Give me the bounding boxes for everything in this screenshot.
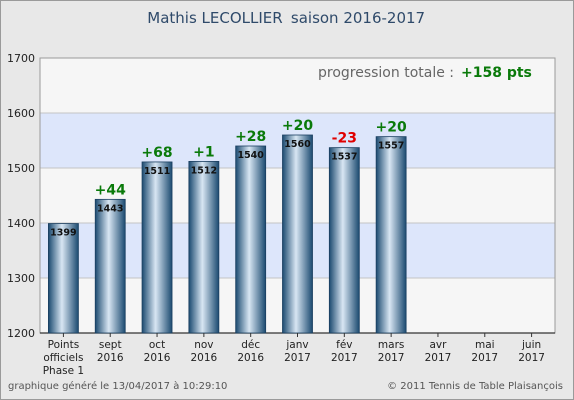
x-tick-label: Phase 1 xyxy=(43,365,84,377)
bar xyxy=(328,147,360,334)
x-tick-label: 2017 xyxy=(471,352,498,364)
chart-title: Mathis LECOLLIER xyxy=(147,9,282,27)
x-tick-label: juin xyxy=(521,339,541,351)
y-axis: 1200 1300 1400 1500 1600 1700 xyxy=(7,52,35,340)
footer-copyright: © 2011 Tennis de Table Plaisançois xyxy=(387,381,563,392)
x-tick-label: 2016 xyxy=(144,352,171,364)
bar xyxy=(48,223,79,334)
progression-total: progression totale : +158 pts xyxy=(318,65,532,81)
x-tick-label: mai xyxy=(475,339,495,351)
bar-value-label: 1399 xyxy=(50,228,76,239)
x-tick-label: 2017 xyxy=(518,352,545,364)
delta-label: +20 xyxy=(282,118,313,134)
bar xyxy=(141,161,173,334)
bar-value-label: 1557 xyxy=(378,141,404,152)
y-tick-label: 1300 xyxy=(7,272,35,285)
x-tick-label: 2017 xyxy=(284,352,311,364)
bar xyxy=(188,160,220,334)
delta-label: +20 xyxy=(376,120,407,136)
x-tick-label: nov xyxy=(194,339,213,351)
x-tick-label: fév xyxy=(336,339,352,351)
bar-value-label: 1511 xyxy=(144,166,170,177)
x-tick-label: officiels xyxy=(43,352,83,364)
x-tick-label: sept xyxy=(99,339,122,351)
x-tick-label: 2016 xyxy=(237,352,264,364)
y-tick-label: 1600 xyxy=(7,107,35,120)
x-tick-label: 2017 xyxy=(331,352,358,364)
bar-value-label: 1537 xyxy=(331,152,357,163)
y-tick-label: 1700 xyxy=(7,52,35,65)
x-tick-label: Points xyxy=(48,339,80,351)
x-tick-label: avr xyxy=(429,339,447,351)
bar-value-label: 1512 xyxy=(191,165,217,176)
x-tick-label: 2017 xyxy=(378,352,405,364)
bar-value-label: 1560 xyxy=(284,139,311,150)
progression-label: progression totale : xyxy=(318,65,454,81)
y-tick-label: 1400 xyxy=(7,217,35,230)
footer-generated: graphique généré le 13/04/2017 à 10:29:1… xyxy=(8,380,227,392)
chart-subtitle: saison 2016-2017 xyxy=(291,9,425,27)
plot-area xyxy=(40,58,555,333)
delta-label: -23 xyxy=(332,131,357,147)
plot-band xyxy=(40,58,555,113)
delta-label: +44 xyxy=(95,182,126,198)
progression-value: +158 pts xyxy=(461,65,532,81)
x-tick-label: 2016 xyxy=(190,352,217,364)
x-tick-label: 2016 xyxy=(97,352,124,364)
bar xyxy=(282,134,313,334)
bar xyxy=(235,145,267,334)
x-tick-label: 2017 xyxy=(425,352,452,364)
x-tick-label: déc xyxy=(241,339,260,351)
y-tick-label: 1500 xyxy=(7,162,35,175)
bar xyxy=(94,198,126,334)
delta-label: +1 xyxy=(193,144,214,160)
delta-label: +68 xyxy=(141,145,172,161)
x-tick-label: janv xyxy=(285,339,308,351)
delta-label: +28 xyxy=(235,129,266,145)
bar-value-label: 1443 xyxy=(97,203,123,214)
x-tick-label: oct xyxy=(149,339,165,351)
y-tick-label: 1200 xyxy=(7,327,35,340)
x-tick-label: mars xyxy=(378,339,404,351)
bar-value-label: 1540 xyxy=(237,150,264,161)
bar xyxy=(375,136,407,334)
